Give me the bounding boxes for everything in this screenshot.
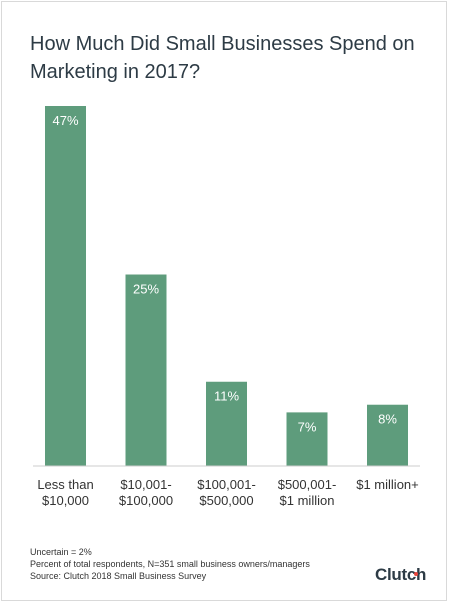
- bar-2: [206, 381, 247, 466]
- x-tick-label-1: $10,001-$100,000: [119, 477, 173, 508]
- bars-layer: [45, 106, 408, 466]
- labels-layer: 47% 25% 11% 7% 8%: [52, 113, 397, 434]
- chart-title: How Much Did Small Businesses Spend on M…: [30, 33, 415, 83]
- footnotes: Uncertain = 2% Percent of total responde…: [30, 546, 310, 582]
- x-tick-label-1-line-1: $100,000: [119, 493, 173, 508]
- data-label-1: 25%: [133, 282, 159, 297]
- clutch-logo: Clutch: [375, 565, 427, 584]
- x-tick-labels: Less than $10,000 $10,001-$100,000 $100,001…: [37, 477, 418, 508]
- x-tick-label-2: $100,001-$500,000: [197, 477, 256, 508]
- x-tick-label-0: Less than $10,000: [37, 477, 93, 508]
- x-tick-label-4-line-0: $1 million+: [356, 477, 419, 492]
- x-tick-label-4: $1 million+: [356, 477, 419, 492]
- data-label-3: 7%: [298, 419, 317, 434]
- x-tick-label-3-line-1: $1 million: [280, 493, 335, 508]
- x-tick-label-2-line-0: $100,001-: [197, 477, 256, 492]
- data-label-0: 47%: [52, 113, 78, 128]
- bar-1: [125, 274, 167, 466]
- data-label-2: 11%: [214, 389, 239, 404]
- x-tick-label-0-line-0: Less than: [37, 477, 93, 492]
- bar-3: [286, 412, 328, 466]
- data-label-4: 8%: [378, 412, 397, 427]
- footnote-source: Source: Clutch 2018 Small Business Surve…: [30, 571, 207, 581]
- footnote-respondents: Percent of total respondents, N=351 smal…: [30, 559, 310, 569]
- bar-0: [45, 106, 86, 466]
- x-tick-label-3-line-0: $500,001-: [278, 477, 337, 492]
- x-tick-label-0-line-1: $10,000: [42, 493, 89, 508]
- x-tick-label-1-line-0: $10,001-: [120, 477, 171, 492]
- bar-4: [367, 404, 408, 466]
- x-tick-label-3: $500,001-$1 million: [278, 477, 337, 508]
- clutch-logo-dot: [414, 572, 418, 576]
- footnote-uncertain: Uncertain = 2%: [30, 547, 92, 557]
- x-tick-label-2-line-1: $500,000: [199, 493, 253, 508]
